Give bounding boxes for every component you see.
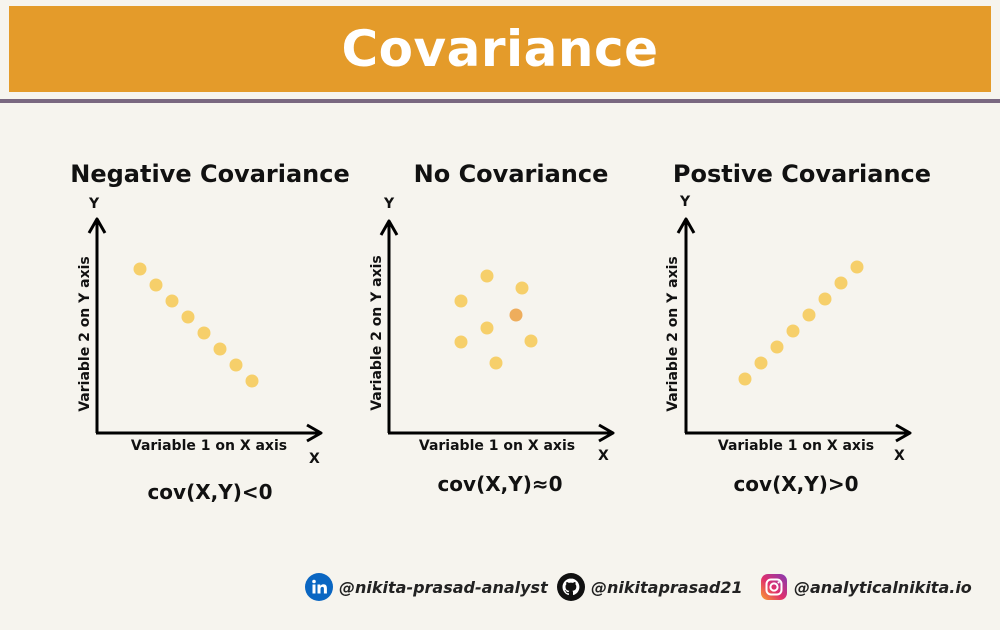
data-point [524, 334, 538, 348]
data-point [802, 308, 816, 322]
formula-negative: cov(X,Y)<0 [147, 480, 273, 504]
data-point [454, 335, 468, 349]
data-point [489, 356, 503, 370]
data-point [754, 356, 768, 370]
data-point [149, 278, 163, 292]
data-point [454, 294, 468, 308]
github-link[interactable]: @nikitaprasad21 [557, 570, 743, 604]
linkedin-handle: @nikita-prasad-analyst [339, 577, 548, 597]
data-point [229, 358, 243, 372]
formula-positive: cov(X,Y)>0 [733, 472, 859, 496]
x-letter: X [894, 448, 905, 464]
y-axis-label: Variable 2 on Y axis [665, 256, 681, 412]
data-point [818, 292, 832, 306]
y-letter: Y [383, 196, 395, 212]
data-point [850, 260, 864, 274]
linkedin-link[interactable]: @nikita-prasad-analyst [305, 570, 548, 604]
y-arrowhead [379, 219, 399, 236]
title-banner: Covariance [9, 6, 991, 92]
instagram-link[interactable]: @analyticalnikita.io [760, 570, 972, 604]
x-letter: X [309, 451, 320, 467]
instagram-icon [761, 574, 787, 600]
data-point [515, 281, 529, 295]
data-point [480, 321, 494, 335]
data-point [197, 326, 211, 340]
panel-title-positive: Postive Covariance [672, 160, 932, 188]
y-axis-label: Variable 2 on Y axis [77, 256, 93, 412]
data-point [480, 269, 494, 283]
instagram-handle: @analyticalnikita.io [794, 577, 972, 597]
y-arrowhead [676, 217, 696, 234]
data-point [181, 310, 195, 324]
x-arrowhead [598, 423, 615, 443]
linkedin-icon [305, 573, 333, 601]
x-letter: X [598, 448, 609, 464]
x-arrowhead [306, 423, 323, 443]
x-axis-label: Variable 1 on X axis [419, 438, 575, 454]
x-axis-label: Variable 1 on X axis [718, 438, 874, 454]
x-arrowhead [895, 423, 912, 443]
data-point [738, 372, 752, 386]
page-title: Covariance [341, 20, 659, 78]
y-letter: Y [88, 196, 100, 212]
data-point [509, 308, 523, 322]
data-point [213, 342, 227, 356]
divider [0, 99, 1000, 103]
panel-title-negative: Negative Covariance [70, 160, 350, 188]
y-axis-label: Variable 2 on Y axis [369, 255, 385, 411]
data-point [786, 324, 800, 338]
data-point [770, 340, 784, 354]
data-point [133, 262, 147, 276]
formula-none: cov(X,Y)≈0 [437, 472, 563, 496]
x-axis-label: Variable 1 on X axis [131, 438, 287, 454]
github-icon [557, 573, 585, 601]
data-point [834, 276, 848, 290]
y-arrowhead [87, 217, 107, 234]
panel-title-none: No Covariance [413, 160, 609, 188]
y-letter: Y [679, 194, 691, 210]
github-handle: @nikitaprasad21 [591, 577, 743, 597]
data-point [165, 294, 179, 308]
data-point [245, 374, 259, 388]
social-footer: @nikita-prasad-analyst @nikitaprasad21 @… [0, 570, 1000, 604]
